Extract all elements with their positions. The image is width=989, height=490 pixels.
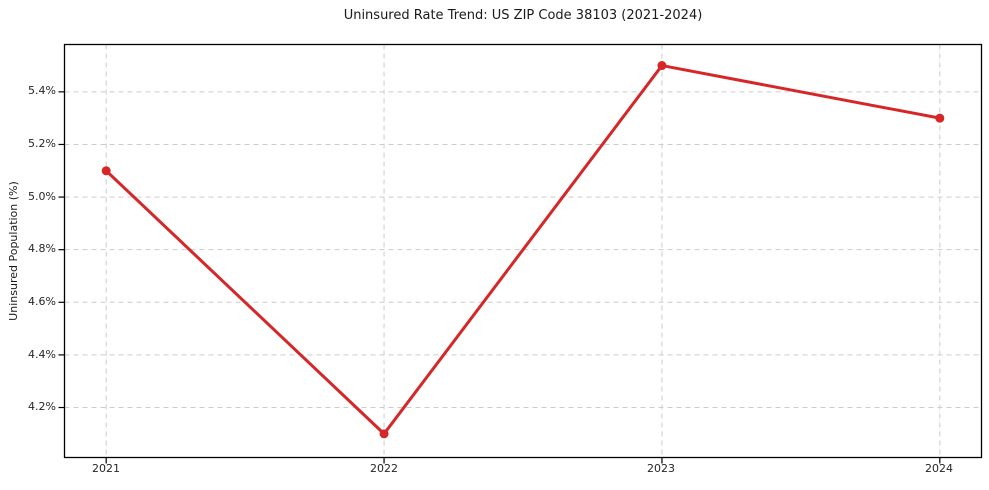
data-point-marker bbox=[657, 61, 667, 71]
data-point-marker bbox=[101, 166, 111, 176]
chart-title: Uninsured Rate Trend: US ZIP Code 38103 … bbox=[343, 8, 703, 23]
x-tick-label: 2021 bbox=[92, 462, 120, 475]
data-point-marker bbox=[379, 429, 389, 439]
y-tick-label: 5.0% bbox=[28, 190, 56, 203]
y-tick-label: 4.6% bbox=[28, 295, 56, 308]
plot-border bbox=[63, 43, 983, 459]
data-point-marker bbox=[935, 113, 945, 123]
x-tick-label: 2024 bbox=[925, 462, 953, 475]
y-tick-label: 4.2% bbox=[28, 400, 56, 413]
y-tick-label: 5.4% bbox=[28, 84, 56, 97]
data-line bbox=[104, 64, 942, 436]
x-tick-label: 2022 bbox=[370, 462, 398, 475]
y-tick-label: 4.4% bbox=[28, 348, 56, 361]
y-tick-label: 4.8% bbox=[28, 242, 56, 255]
x-tick-label: 2023 bbox=[647, 462, 675, 475]
y-tick-label: 5.2% bbox=[28, 137, 56, 150]
